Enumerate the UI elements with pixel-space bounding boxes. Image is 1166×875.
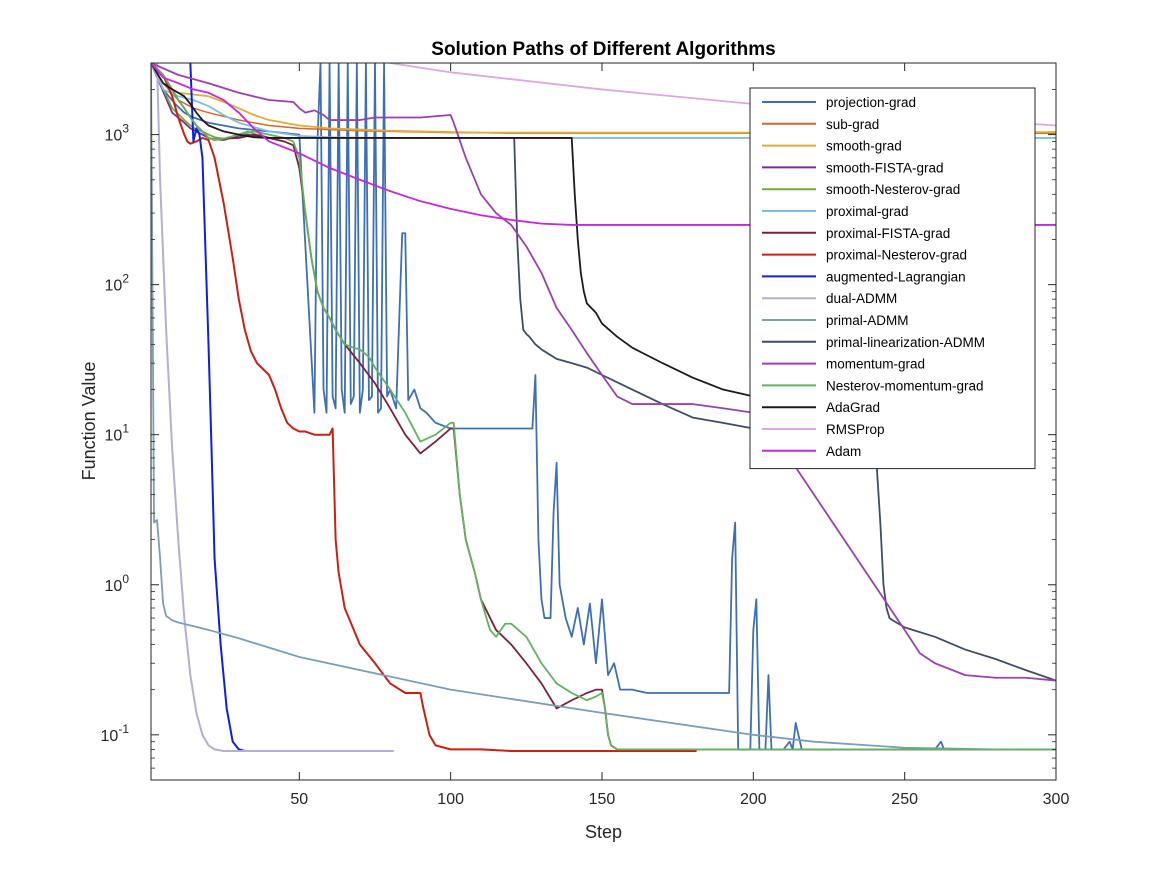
- legend-label-Nesterov-momentum-grad: Nesterov-momentum-grad: [826, 378, 984, 393]
- chart-title: Solution Paths of Different Algorithms: [431, 39, 775, 60]
- x-tick-label: 300: [1043, 791, 1070, 808]
- y-axis-label: Function Value: [79, 362, 99, 481]
- series-line-AdaGrad: [151, 63, 755, 398]
- legend-label-momentum-grad: momentum-grad: [826, 357, 925, 372]
- x-tick-label: 100: [437, 791, 464, 808]
- legend-label-RMSProp: RMSProp: [826, 422, 885, 437]
- series-line-momentum-grad: [151, 63, 1056, 682]
- series-line-primal-linearization-ADMM: [513, 137, 1056, 682]
- y-tick-label: 101: [105, 422, 130, 445]
- legend: projection-grad sub-grad smooth-grad smooth…: [749, 87, 1036, 470]
- legend-label-proximal-grad: proximal-grad: [826, 204, 909, 219]
- legend-label-primal-ADMM: primal-ADMM: [826, 313, 909, 328]
- plot-frame: [150, 62, 1057, 781]
- x-tick-label: 250: [891, 791, 918, 808]
- legend-label-proximal-Nesterov-grad: proximal-Nesterov-grad: [826, 248, 967, 263]
- legend-label-proximal-FISTA-grad: proximal-FISTA-grad: [826, 226, 950, 241]
- legend-label-smooth-grad: smooth-grad: [826, 139, 902, 154]
- legend-label-smooth-FISTA-grad: smooth-FISTA-grad: [826, 160, 944, 175]
- x-tick-label: 50: [290, 791, 308, 808]
- x-tick-label: 200: [740, 791, 767, 808]
- series-line-dual-ADMM: [156, 63, 395, 753]
- x-tick-label: 150: [589, 791, 616, 808]
- legend-label-sub-grad: sub-grad: [826, 117, 879, 132]
- legend-label-primal-linearization-ADMM: primal-linearization-ADMM: [826, 335, 985, 350]
- legend-label-projection-grad: projection-grad: [826, 95, 916, 110]
- legend-box: [749, 87, 1036, 470]
- y-tick-label: 100: [105, 572, 130, 595]
- legend-label-dual-ADMM: dual-ADMM: [826, 291, 897, 306]
- y-tick-label: 103: [105, 122, 130, 145]
- x-axis: 50 100 150 200 250 300: [290, 63, 1069, 808]
- x-axis-label: Step: [585, 822, 622, 842]
- y-tick-label: 102: [105, 272, 130, 295]
- legend-label-AdaGrad: AdaGrad: [826, 400, 880, 415]
- series-line-primal-ADMM: [151, 63, 1056, 751]
- legend-label-smooth-Nesterov-grad: smooth-Nesterov-grad: [826, 182, 960, 197]
- y-tick-label: 10-1: [101, 722, 130, 745]
- series-line-Nesterov-momentum-grad: [151, 63, 1056, 751]
- y-axis: 10-1 100 101 102 103: [101, 62, 1056, 781]
- legend-label-augmented-Lagrangian: augmented-Lagrangian: [826, 269, 966, 284]
- legend-label-Adam: Adam: [826, 444, 861, 459]
